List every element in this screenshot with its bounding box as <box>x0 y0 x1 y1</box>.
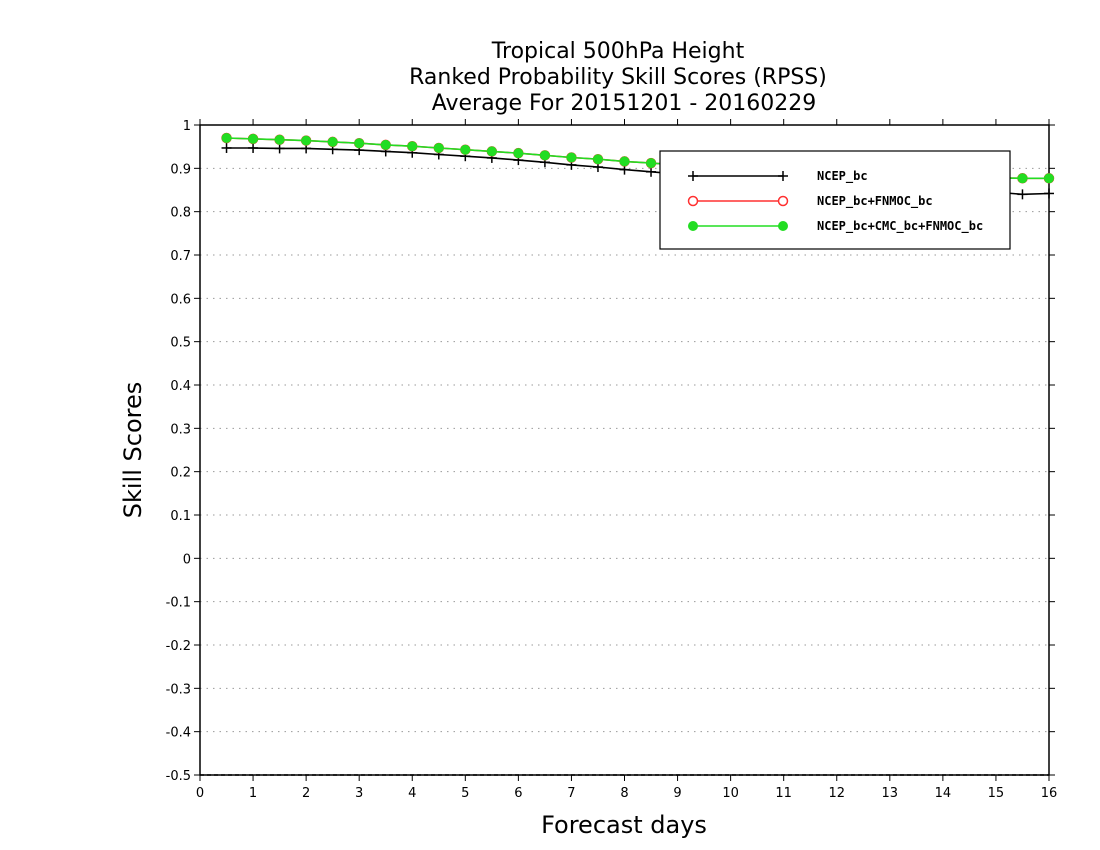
data-point <box>327 136 338 147</box>
data-point <box>460 144 471 155</box>
data-point <box>1044 188 1054 199</box>
data-point <box>274 134 285 145</box>
data-point <box>646 158 657 169</box>
x-tick-label: 6 <box>514 786 522 801</box>
chart-title-line-2: Ranked Probability Skill Scores (RPSS) <box>409 65 827 90</box>
data-point <box>380 139 391 150</box>
y-tick-label: 0.4 <box>170 379 191 394</box>
x-tick-label: 13 <box>882 786 899 801</box>
x-tick-label: 16 <box>1041 786 1058 801</box>
y-axis-label: Skill Scores <box>119 382 147 519</box>
x-tick-label: 11 <box>775 786 792 801</box>
x-axis-label: Forecast days <box>541 811 707 839</box>
y-tick-label: 0.8 <box>170 206 191 221</box>
y-tick-label: -0.5 <box>166 769 191 784</box>
legend-marker <box>778 221 788 231</box>
legend-marker <box>687 195 699 207</box>
y-tick-label: 0.9 <box>170 162 191 177</box>
data-point <box>301 135 312 146</box>
y-tick-label: 0.6 <box>170 292 191 307</box>
y-axis: 1 0.9 0.8 0.7 0.6 0.5 0.4 0.3 0.2 0.1 0 -0.1 -0.2 -0.… <box>166 119 1055 784</box>
y-tick-label: 0.1 <box>170 509 191 524</box>
legend: NCEP_bc NCEP_bc+FNMOC_bc NCEP_bc+CMC_bc+FN… <box>659 150 1011 250</box>
y-tick-label: -0.2 <box>166 639 191 654</box>
legend-label: NCEP_bc <box>817 169 868 184</box>
chart-title: Tropical 500hPa Height Ranked Probabilit… <box>409 39 827 116</box>
data-point <box>486 146 497 157</box>
x-tick-label: 1 <box>249 786 257 801</box>
y-tick-label: -0.3 <box>166 682 191 697</box>
x-tick-label: 3 <box>355 786 363 801</box>
x-tick-label: 9 <box>673 786 681 801</box>
data-point <box>221 133 232 143</box>
x-tick-label: 8 <box>620 786 628 801</box>
legend-entry: NCEP_bc+CMC_bc+FNMOC_bc <box>688 219 983 234</box>
data-point <box>248 142 259 153</box>
y-tick-label: 1 <box>183 119 191 134</box>
x-tick-label: 12 <box>828 786 845 801</box>
y-tick-label: -0.1 <box>166 596 191 611</box>
x-tick-label: 7 <box>567 786 575 801</box>
y-tick-label: 0.2 <box>170 466 191 481</box>
legend-label: NCEP_bc+CMC_bc+FNMOC_bc <box>817 219 983 234</box>
legend-entry: NCEP_bc+FNMOC_bc <box>687 194 933 209</box>
data-point <box>566 152 577 163</box>
x-tick-label: 4 <box>408 786 416 801</box>
data-point <box>248 133 259 144</box>
y-tick-label: 0.3 <box>170 422 191 437</box>
legend-marker <box>778 171 788 181</box>
x-tick-label: 5 <box>461 786 469 801</box>
legend-label: NCEP_bc+FNMOC_bc <box>817 194 933 209</box>
y-tick-label: -0.4 <box>166 726 191 741</box>
data-point <box>1017 189 1028 200</box>
y-tick-label: 0.5 <box>170 336 191 351</box>
data-point <box>433 142 444 153</box>
data-point <box>407 141 418 152</box>
legend-marker <box>688 171 698 181</box>
data-point <box>1044 173 1054 184</box>
x-axis: 0 1 2 3 4 5 6 7 8 9 10 11 12 13 14 15 16 <box>196 119 1057 801</box>
legend-box <box>659 150 1011 250</box>
data-point <box>221 142 232 153</box>
data-point <box>354 138 365 149</box>
legend-marker <box>688 221 698 231</box>
legend-entry: NCEP_bc <box>688 169 868 184</box>
data-point <box>539 150 550 161</box>
data-point <box>1017 173 1028 184</box>
data-point <box>274 143 285 154</box>
x-tick-label: 0 <box>196 786 204 801</box>
x-tick-label: 10 <box>722 786 739 801</box>
x-tick-label: 2 <box>302 786 310 801</box>
gridlines <box>200 167 1049 733</box>
x-tick-label: 14 <box>935 786 952 801</box>
y-tick-label: 0 <box>183 552 191 567</box>
data-point <box>619 156 630 167</box>
x-tick-label: 15 <box>988 786 1005 801</box>
chart-title-line-3: Average For 20151201 - 20160229 <box>432 91 817 116</box>
y-tick-label: 0.7 <box>170 249 191 264</box>
legend-marker <box>777 195 789 207</box>
data-point <box>592 154 603 165</box>
data-point <box>513 148 524 159</box>
data-point <box>646 166 657 177</box>
chart-title-line-1: Tropical 500hPa Height <box>491 39 745 64</box>
